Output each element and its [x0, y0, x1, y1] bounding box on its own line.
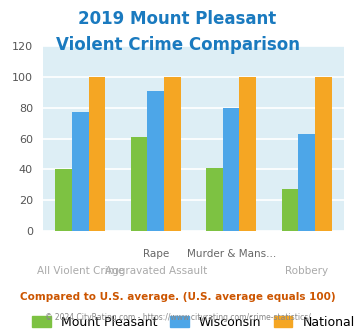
Bar: [223, 108, 240, 231]
Text: Aggravated Assault: Aggravated Assault: [105, 266, 207, 276]
Bar: [240, 77, 256, 231]
Text: Murder & Mans...: Murder & Mans...: [187, 249, 276, 259]
Bar: [298, 134, 315, 231]
Bar: [147, 91, 164, 231]
Bar: [315, 77, 332, 231]
Bar: [72, 113, 89, 231]
Bar: [282, 189, 298, 231]
Text: Rape: Rape: [143, 249, 169, 259]
Bar: [164, 77, 181, 231]
Bar: [131, 137, 147, 231]
Text: 2019 Mount Pleasant: 2019 Mount Pleasant: [78, 10, 277, 28]
Bar: [206, 168, 223, 231]
Text: © 2024 CityRating.com - https://www.cityrating.com/crime-statistics/: © 2024 CityRating.com - https://www.city…: [45, 313, 310, 322]
Legend: Mount Pleasant, Wisconsin, National: Mount Pleasant, Wisconsin, National: [27, 311, 355, 330]
Text: Violent Crime Comparison: Violent Crime Comparison: [55, 36, 300, 54]
Bar: [89, 77, 105, 231]
Bar: [55, 169, 72, 231]
Text: All Violent Crime: All Violent Crime: [37, 266, 124, 276]
Text: Robbery: Robbery: [285, 266, 328, 276]
Text: Compared to U.S. average. (U.S. average equals 100): Compared to U.S. average. (U.S. average …: [20, 292, 335, 302]
